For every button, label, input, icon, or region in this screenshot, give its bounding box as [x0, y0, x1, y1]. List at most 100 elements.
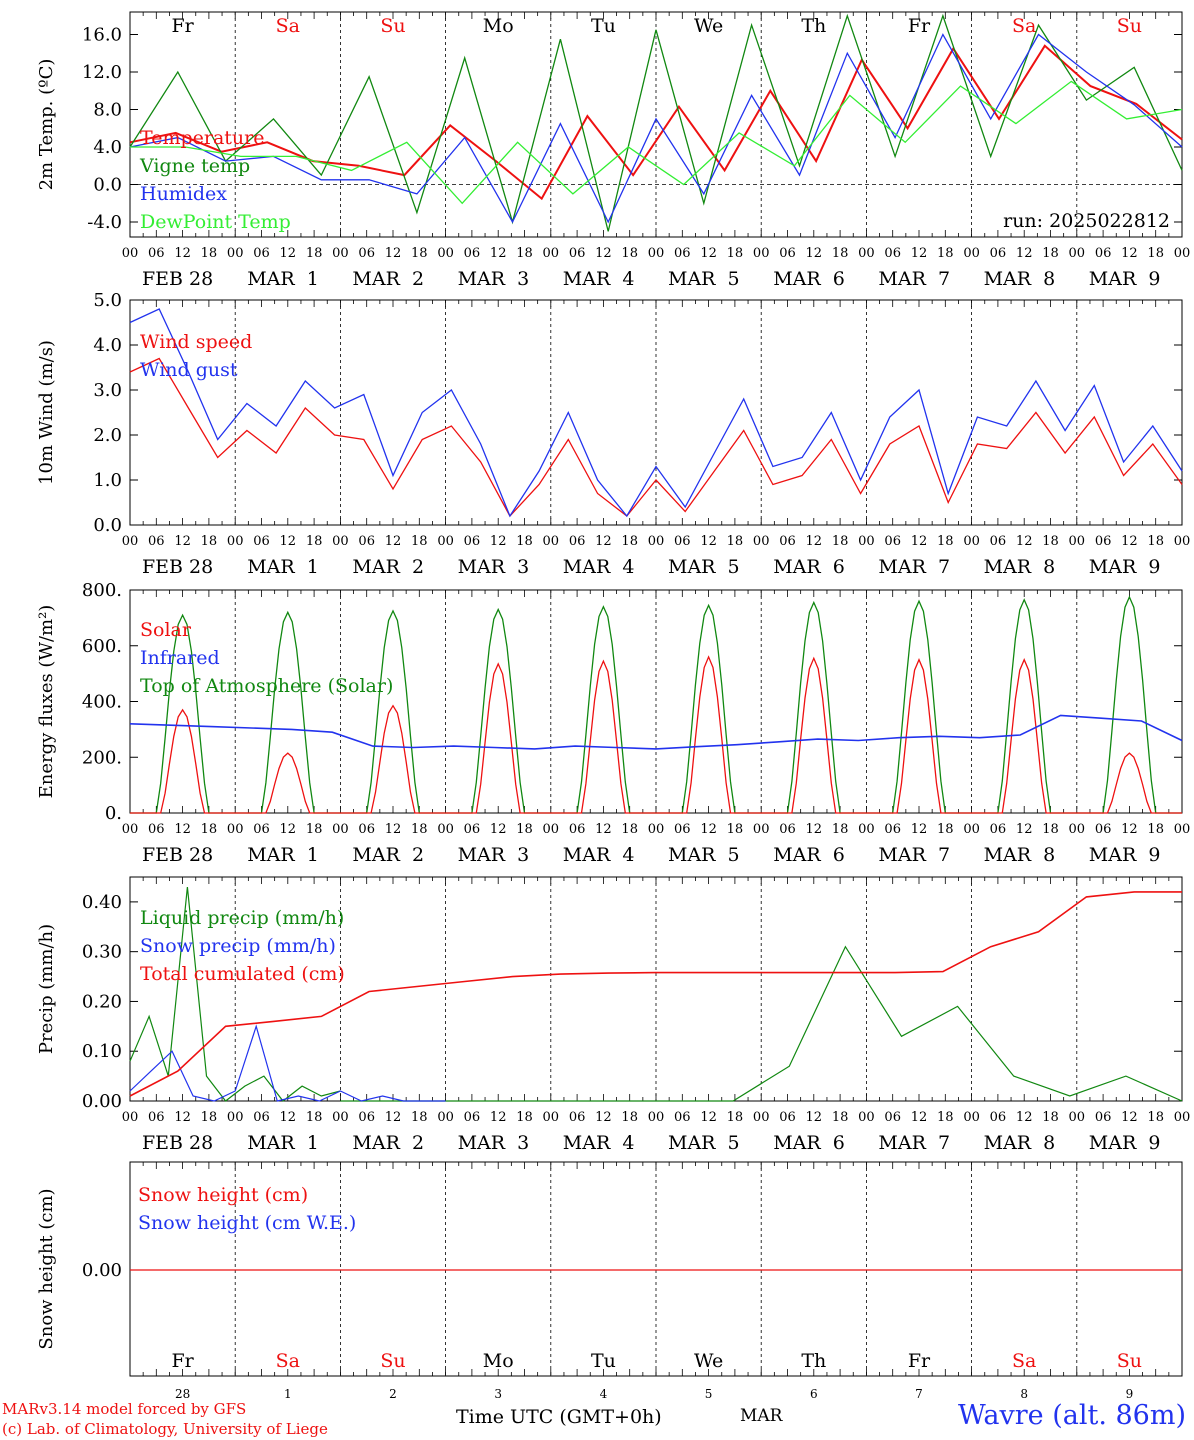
hour-tick-label: 06: [569, 246, 586, 261]
y-tick-label: 0.30: [82, 942, 122, 963]
day-number-label: 3: [494, 1387, 502, 1401]
date-tick-label: MAR 4: [563, 1132, 635, 1154]
day-label: We: [694, 15, 723, 37]
y-tick-label: 800.: [82, 580, 122, 601]
hour-tick-label: 18: [832, 1110, 849, 1125]
y-tick-label: 3.0: [93, 380, 122, 401]
hour-tick-label: 12: [911, 534, 928, 549]
day-label: Sa: [276, 15, 300, 37]
temperature-panel: 2m Temp. (ºC) 16.0 12.0 8.0 4.0 0.0 -4.0 Fr Sa Su…: [36, 11, 1191, 290]
hour-tick-label: 06: [990, 822, 1007, 837]
hour-tick-label: 06: [779, 246, 796, 261]
hour-tick-label: 06: [779, 1110, 796, 1125]
hour-tick-label: 00: [1174, 246, 1191, 261]
date-tick-label: MAR 9: [1089, 556, 1161, 578]
hour-tick-label: 00: [1069, 822, 1086, 837]
legend-entry: Top of Atmosphere (Solar): [140, 675, 393, 697]
hour-tick-label: 18: [621, 534, 638, 549]
hour-tick-label: 18: [621, 246, 638, 261]
series-line-liquid-precip: [340, 945, 1183, 1102]
legend-entry: Infrared: [140, 647, 220, 669]
hour-tick-label: 06: [779, 822, 796, 837]
y-tick-label: 8.0: [93, 100, 122, 121]
date-tick-label: MAR 4: [563, 268, 635, 290]
hour-tick-label: 06: [253, 246, 270, 261]
day-label: Fr: [171, 15, 194, 37]
hour-tick-label: 00: [648, 822, 665, 837]
hour-tick-label: 00: [437, 1110, 454, 1125]
precip-panel: Precip (mm/h) 0.40 0.30 0.20 0.10 0.00 Liquid …: [36, 876, 1190, 1154]
hour-tick-label: 18: [937, 822, 954, 837]
hour-tick-label: 00: [963, 822, 980, 837]
hour-tick-label: 00: [858, 822, 875, 837]
y-tick-label: 0.20: [82, 991, 122, 1012]
y-tick-label: 1.0: [93, 470, 122, 491]
hour-tick-label: 00: [1069, 246, 1086, 261]
hour-tick-label: 12: [700, 1110, 717, 1125]
hour-tick-label: 00: [227, 246, 244, 261]
hour-tick-label: 00: [437, 822, 454, 837]
hour-tick-label: 18: [832, 534, 849, 549]
hour-tick-label: 06: [358, 534, 375, 549]
hour-tick-label: 06: [569, 822, 586, 837]
date-tick-label: MAR 8: [984, 556, 1056, 578]
hour-tick-label: 12: [1016, 1110, 1033, 1125]
y-tick-label: 4.0: [93, 335, 122, 356]
legend-entry: Wind gust: [140, 359, 238, 381]
y-tick-label: 0.00: [82, 1091, 122, 1112]
date-tick-label: MAR 8: [984, 844, 1056, 866]
hour-tick-label: 12: [280, 534, 297, 549]
hour-tick-label: 18: [1147, 822, 1164, 837]
wind-panel: 10m Wind (m/s) 5.0 4.0 3.0 2.0 1.0 0.0 Wind spe…: [36, 290, 1190, 578]
hour-tick-label: 06: [464, 246, 481, 261]
hour-tick-label: 00: [1069, 1110, 1086, 1125]
day-label: Fr: [908, 15, 931, 37]
hour-tick-label: 18: [516, 1110, 533, 1125]
hour-tick-label: 00: [963, 534, 980, 549]
day-number-label: 5: [705, 1387, 713, 1401]
legend-entry: Snow precip (mm/h): [140, 935, 336, 957]
series-line-liquid-precip: [129, 886, 341, 1102]
hour-tick-label: 06: [464, 534, 481, 549]
series-line-infrared: [129, 714, 1183, 750]
y-tick-label: 2.0: [93, 425, 122, 446]
day-label: Sa: [1012, 15, 1036, 37]
hour-tick-label: 00: [1174, 822, 1191, 837]
hour-tick-label: 12: [1121, 534, 1138, 549]
hour-tick-label: 18: [516, 822, 533, 837]
day-label: Sa: [1012, 1350, 1036, 1372]
hour-tick-label: 18: [411, 534, 428, 549]
hour-tick-label: 12: [490, 1110, 507, 1125]
model-credit: MARv3.14 model forced by GFS: [2, 1400, 247, 1418]
hour-tick-label: 12: [595, 822, 612, 837]
hour-tick-label: 12: [700, 822, 717, 837]
day-number-label: 8: [1020, 1387, 1028, 1401]
day-label: Th: [801, 15, 826, 37]
hour-tick-label: 06: [674, 1110, 691, 1125]
hour-tick-label: 18: [411, 822, 428, 837]
series-line-snow-precip: [129, 1024, 446, 1102]
date-tick-label: MAR 8: [984, 1132, 1056, 1154]
date-tick-label: MAR 1: [247, 844, 319, 866]
y-tick-label: 0.0: [93, 515, 122, 536]
hour-tick-label: 00: [227, 1110, 244, 1125]
hour-tick-label: 12: [490, 534, 507, 549]
hour-tick-label: 12: [595, 1110, 612, 1125]
y-axis-label: Energy fluxes (W/m²): [36, 605, 57, 799]
lab-credit: (c) Lab. of Climatology, University of L…: [2, 1420, 328, 1438]
hour-tick-label: 00: [437, 246, 454, 261]
hour-tick-label: 12: [911, 246, 928, 261]
hour-tick-label: 12: [174, 822, 191, 837]
y-axis-label: 10m Wind (m/s): [36, 340, 57, 485]
hour-tick-label: 12: [280, 1110, 297, 1125]
hour-tick-label: 06: [1095, 534, 1112, 549]
date-tick-label: MAR 5: [668, 1132, 740, 1154]
hour-tick-label: 18: [201, 534, 218, 549]
day-label: Su: [1117, 1350, 1142, 1372]
date-tick-label: MAR 2: [352, 844, 424, 866]
plot-frame: [129, 11, 1183, 238]
day-number-label: 2: [389, 1387, 397, 1401]
date-tick-label: MAR 5: [668, 556, 740, 578]
day-number-label: 6: [810, 1387, 818, 1401]
date-tick-label: MAR 3: [458, 268, 530, 290]
